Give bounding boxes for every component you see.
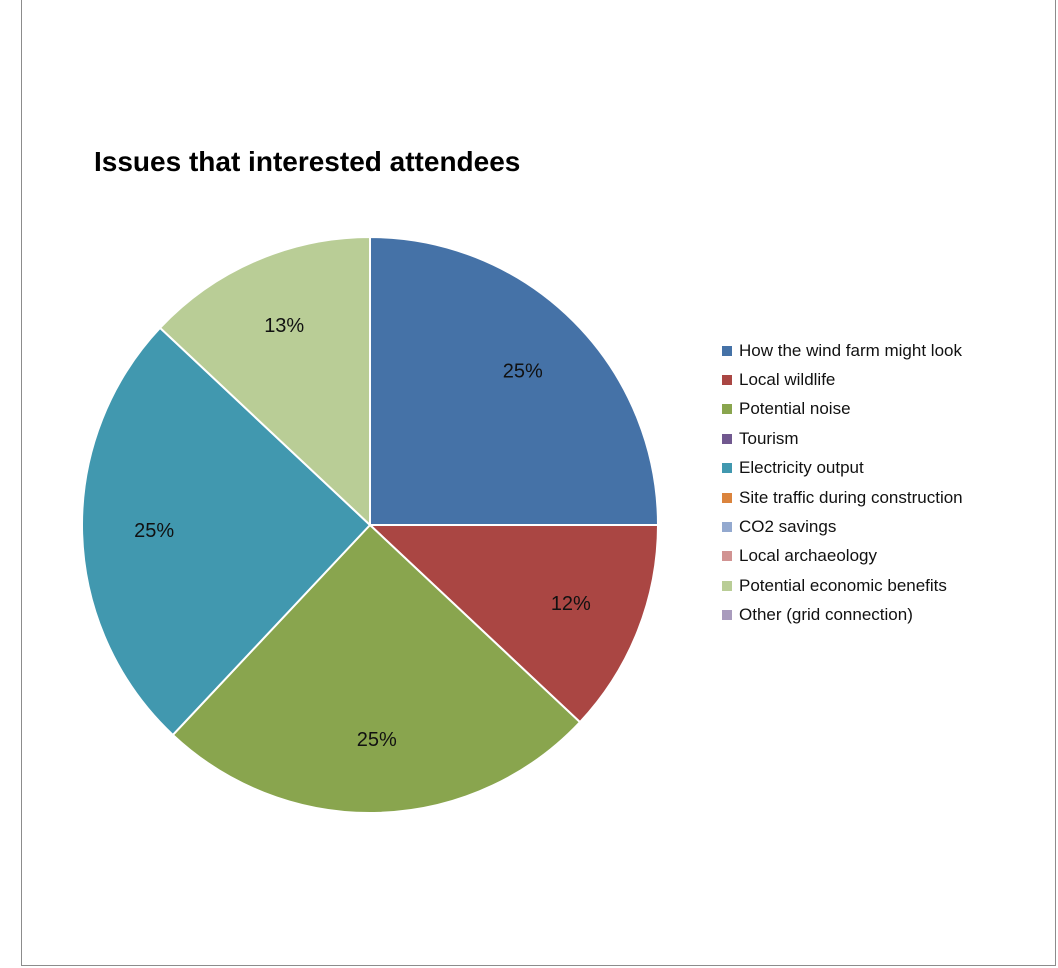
- legend-swatch: [722, 522, 732, 533]
- legend-item-site-traffic-during-construction: Site traffic during construction: [722, 483, 963, 512]
- legend-label: Potential noise: [739, 399, 851, 419]
- legend-item-potential-noise: Potential noise: [722, 395, 963, 424]
- pie-slice-how-the-wind-farm-might-look: [369, 235, 660, 526]
- data-label-how-the-wind-farm-might-look: 25%: [503, 361, 543, 383]
- legend-item-co2-savings: CO2 savings: [722, 512, 963, 541]
- pie-slice-electricity-output: [81, 326, 372, 737]
- chart-title: Issues that interested attendees: [94, 146, 521, 177]
- legend-label: CO2 savings: [739, 517, 837, 537]
- legend-label: Potential economic benefits: [739, 575, 947, 595]
- legend-label: How the wind farm might look: [739, 340, 962, 360]
- legend-swatch: [722, 610, 732, 621]
- legend-swatch: [722, 375, 732, 386]
- legend-label: Other (grid connection): [739, 605, 913, 625]
- legend-item-local-wildlife: Local wildlife: [722, 365, 963, 394]
- legend-swatch: [722, 551, 732, 562]
- legend-swatch: [722, 463, 732, 474]
- legend-item-other-grid-connection: Other (grid connection): [722, 601, 963, 630]
- pie-slice-potential-noise: [171, 523, 582, 814]
- pie-data-labels: 25% 12% 25% 25% 13%: [134, 315, 591, 751]
- pie-slices: [81, 235, 660, 814]
- legend-item-tourism: Tourism: [722, 424, 963, 453]
- legend-item-local-archaeology: Local archaeology: [722, 542, 963, 571]
- data-label-local-wildlife: 12%: [551, 593, 591, 615]
- legend-label: Electricity output: [739, 458, 864, 478]
- legend-swatch: [722, 492, 732, 503]
- chart-legend: How the wind farm might look Local wildli…: [722, 336, 963, 630]
- legend-label: Tourism: [739, 428, 799, 448]
- legend-label: Local archaeology: [739, 546, 877, 566]
- data-label-electricity-output: 25%: [134, 520, 174, 542]
- pie-slice-potential-economic-benefits: [158, 235, 371, 528]
- legend-swatch: [722, 580, 732, 591]
- legend-item-potential-economic-benefits: Potential economic benefits: [722, 571, 963, 600]
- legend-label: Local wildlife: [739, 370, 836, 390]
- data-label-potential-noise: 25%: [357, 729, 397, 751]
- pie-slice-local-wildlife: [367, 524, 660, 724]
- legend-swatch: [722, 404, 732, 415]
- data-label-potential-economic-benefits: 13%: [264, 315, 304, 337]
- legend-item-how-the-wind-farm-might-look: How the wind farm might look: [722, 336, 963, 365]
- legend-swatch: [722, 345, 732, 356]
- legend-label: Site traffic during construction: [739, 487, 963, 507]
- legend-item-electricity-output: Electricity output: [722, 454, 963, 483]
- legend-swatch: [722, 433, 732, 444]
